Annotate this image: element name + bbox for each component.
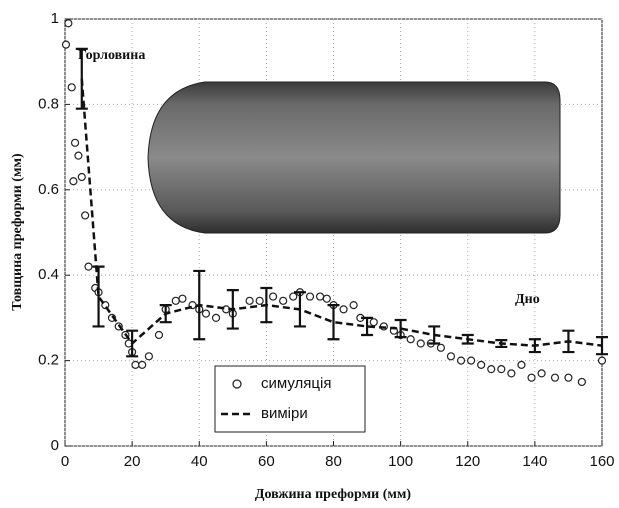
data-point: [456, 356, 466, 365]
x-tick-label: 40: [191, 453, 208, 470]
y-tick-label: 0.6: [38, 181, 59, 198]
data-point: [64, 19, 73, 28]
data-point: [178, 294, 187, 303]
annotation: Горловина: [78, 48, 145, 63]
x-tick-label: 140: [522, 453, 547, 470]
error-bar: [126, 329, 139, 358]
error-bar: [461, 333, 474, 345]
data-point: [349, 300, 358, 310]
data-point: [211, 313, 221, 322]
data-point: [436, 343, 445, 352]
x-tick-label: 60: [258, 453, 275, 470]
y-tick-label: 0: [51, 437, 59, 454]
data-point: [597, 356, 607, 365]
data-point: [477, 360, 486, 369]
data-line: [80, 78, 603, 347]
y-tick-label: 0.8: [38, 95, 59, 112]
y-tick-label: 0.2: [38, 352, 59, 369]
legend-label: симуляція: [261, 375, 331, 392]
data-point: [339, 305, 348, 314]
error-bar: [75, 47, 88, 110]
data-point: [577, 377, 586, 387]
data-point: [487, 365, 496, 374]
data-point: [517, 360, 526, 369]
error-bar: [92, 265, 105, 328]
error-bar: [428, 325, 441, 345]
data-point: [279, 296, 288, 305]
data-point: [527, 373, 536, 382]
data-point: [171, 296, 180, 305]
data-point: [69, 177, 78, 186]
data-point: [67, 83, 76, 92]
x-tick-label: 20: [124, 453, 141, 470]
data-point: [322, 294, 331, 303]
error-bar: [394, 318, 407, 339]
x-tick-label: 120: [455, 453, 480, 470]
data-point: [131, 360, 140, 369]
data-point: [138, 360, 147, 369]
data-point: [70, 138, 80, 147]
data-point: [84, 262, 93, 271]
y-axis-label: Товщина преформи (мм): [10, 153, 25, 311]
x-tick-label: 80: [325, 453, 342, 470]
data-point: [406, 335, 415, 344]
data-point: [507, 369, 516, 378]
x-tick-label: 0: [61, 453, 69, 470]
preform-image: [147, 81, 561, 234]
y-tick-label: 1: [51, 10, 59, 27]
x-tick-label: 100: [388, 453, 413, 470]
error-bar: [562, 329, 575, 354]
data-point: [154, 330, 164, 340]
error-bar: [596, 336, 608, 356]
data-point: [305, 292, 315, 301]
data-point: [245, 296, 254, 305]
data-point: [61, 40, 71, 49]
error-bar: [528, 338, 541, 354]
error-bar: [193, 269, 206, 341]
error-bar: [226, 289, 239, 330]
data-point: [74, 151, 83, 160]
error-bar: [260, 286, 273, 324]
data-point: [268, 292, 278, 301]
legend-marker: [232, 379, 242, 389]
data-point: [315, 292, 325, 301]
data-point: [77, 172, 86, 182]
data-point: [416, 339, 425, 348]
error-bar: [159, 303, 172, 324]
data-point: [289, 292, 298, 301]
error-bar: [327, 303, 340, 341]
data-point: [550, 373, 560, 382]
annotation: Дно: [515, 292, 540, 307]
data-point: [255, 296, 264, 305]
error-bar: [361, 316, 374, 337]
x-axis-label: Довжина преформи (мм): [255, 487, 412, 502]
data-point: [81, 211, 90, 220]
data-point: [537, 369, 546, 378]
data-point: [144, 352, 154, 361]
data-point: [369, 318, 378, 327]
data-point: [446, 352, 456, 361]
legend-box: [214, 365, 366, 433]
data-point: [201, 309, 211, 318]
data-point: [467, 356, 476, 365]
x-tick-label: 160: [589, 453, 614, 470]
error-bar: [495, 339, 508, 349]
legend-label: виміри: [261, 405, 308, 422]
data-point: [564, 373, 573, 382]
data-point: [497, 365, 506, 374]
error-bar: [293, 291, 306, 328]
y-tick-label: 0.4: [38, 266, 59, 283]
